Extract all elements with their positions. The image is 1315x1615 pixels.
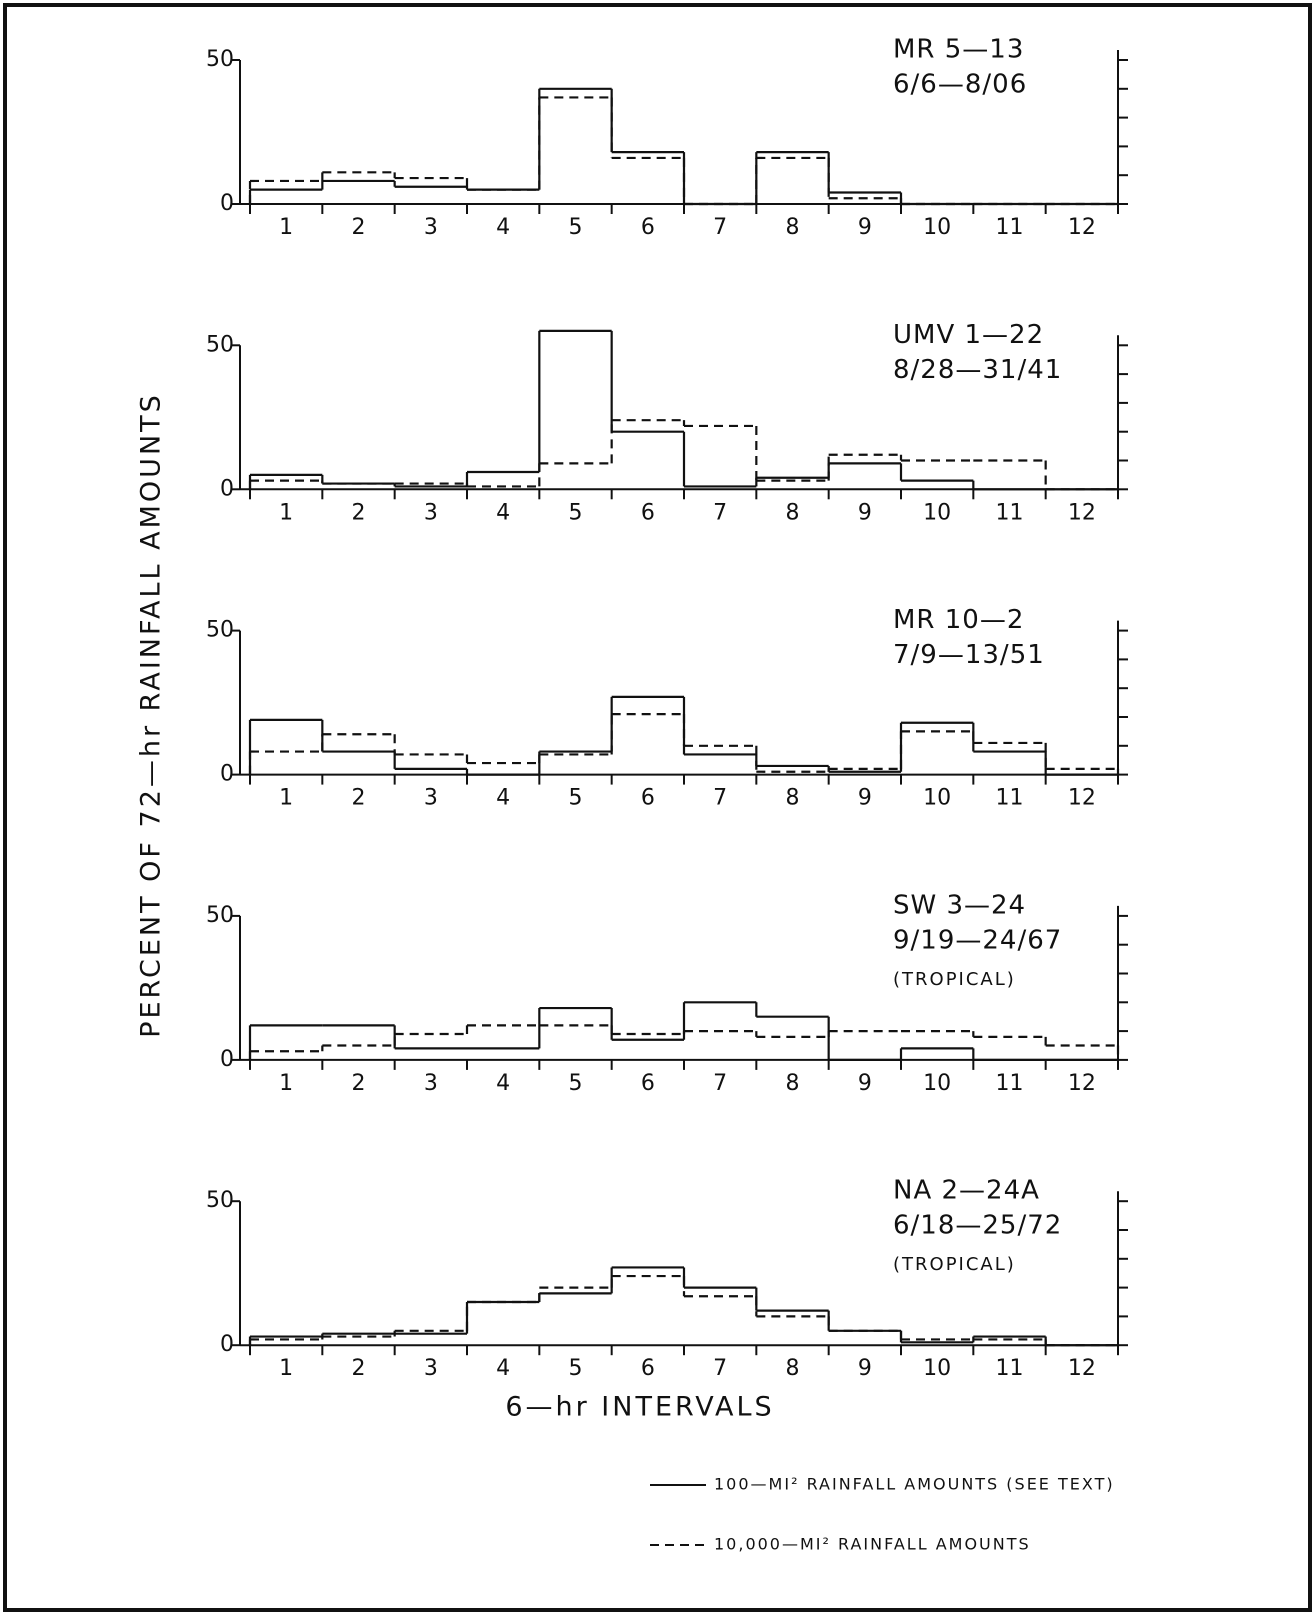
x-tick-label: 6	[641, 1071, 655, 1096]
legend-label: 10,000—MI² RAINFALL AMOUNTS	[714, 1535, 1031, 1554]
x-axis-label: 6—hr INTERVALS	[505, 1392, 774, 1423]
x-tick-label: 5	[569, 1356, 583, 1381]
x-tick-label: 9	[858, 215, 872, 240]
x-tick-label: 12	[1068, 500, 1096, 525]
x-tick-label: 11	[996, 1071, 1024, 1096]
y-tick-label: 0	[220, 1332, 234, 1357]
x-tick-label: 12	[1068, 786, 1096, 811]
y-tick-label: 50	[206, 618, 234, 643]
x-tick-label: 8	[786, 1071, 800, 1096]
x-tick-label: 6	[641, 500, 655, 525]
x-tick-label: 1	[279, 786, 293, 811]
x-tick-label: 5	[569, 1071, 583, 1096]
panel-title: MR 5—13	[893, 35, 1024, 65]
y-axis-label: PERCENT OF 72—hr RAINFALL AMOUNTS	[136, 392, 167, 1038]
x-tick-label: 6	[641, 786, 655, 811]
x-tick-label: 8	[786, 1356, 800, 1381]
x-tick-label: 8	[786, 215, 800, 240]
y-tick-label: 0	[220, 1047, 234, 1072]
panel-title: NA 2—24A	[893, 1176, 1040, 1206]
y-tick-label: 50	[206, 47, 234, 72]
x-tick-label: 10	[923, 1071, 951, 1096]
x-tick-label: 1	[279, 215, 293, 240]
panel-title: UMV 1—22	[893, 320, 1044, 350]
x-tick-label: 8	[786, 786, 800, 811]
step-connector	[248, 714, 1120, 775]
x-tick-label: 1	[279, 1356, 293, 1381]
x-tick-label: 1	[279, 500, 293, 525]
x-tick-label: 12	[1068, 215, 1096, 240]
x-tick-label: 3	[424, 1356, 438, 1381]
x-tick-label: 4	[496, 215, 510, 240]
x-tick-label: 11	[996, 786, 1024, 811]
x-tick-label: 5	[569, 215, 583, 240]
panel-title: 9/19—24/67	[893, 925, 1062, 955]
y-tick-label: 50	[206, 903, 234, 928]
step-connector	[248, 1025, 1120, 1060]
x-tick-label: 11	[996, 1356, 1024, 1381]
x-tick-label: 4	[496, 500, 510, 525]
frame	[3, 3, 1312, 1612]
x-tick-label: 11	[996, 215, 1024, 240]
x-tick-label: 6	[641, 215, 655, 240]
panel-title: 8/28—31/41	[893, 355, 1062, 385]
x-tick-label: 7	[713, 500, 727, 525]
x-tick-label: 9	[858, 786, 872, 811]
x-tick-label: 7	[713, 1071, 727, 1096]
step-connector	[248, 97, 903, 204]
x-tick-label: 3	[424, 500, 438, 525]
panel-title: SW 3—24	[893, 890, 1026, 920]
panel-note: (TROPICAL)	[893, 1254, 1016, 1275]
x-tick-label: 3	[424, 1071, 438, 1096]
y-tick-label: 0	[220, 191, 234, 216]
y-tick-label: 50	[206, 332, 234, 357]
panel-title: MR 10—2	[893, 605, 1024, 635]
x-tick-label: 8	[786, 500, 800, 525]
x-tick-label: 2	[352, 786, 366, 811]
y-tick-label: 0	[220, 762, 234, 787]
x-tick-label: 2	[352, 215, 366, 240]
x-tick-label: 2	[352, 500, 366, 525]
x-tick-label: 9	[858, 1356, 872, 1381]
step-connector	[248, 420, 1047, 490]
x-tick-label: 4	[496, 786, 510, 811]
x-tick-label: 12	[1068, 1356, 1096, 1381]
x-tick-label: 12	[1068, 1071, 1096, 1096]
x-tick-label: 2	[352, 1071, 366, 1096]
y-tick-label: 0	[220, 476, 234, 501]
panel-title: 6/6—8/06	[893, 70, 1027, 100]
x-tick-label: 7	[713, 215, 727, 240]
panel-title: 6/18—25/72	[893, 1211, 1062, 1241]
x-tick-label: 10	[923, 500, 951, 525]
x-tick-label: 5	[569, 786, 583, 811]
panel-note: (TROPICAL)	[893, 969, 1016, 990]
step-connector	[248, 88, 903, 204]
x-tick-label: 7	[713, 1356, 727, 1381]
x-tick-label: 11	[996, 500, 1024, 525]
x-tick-label: 5	[569, 500, 583, 525]
x-tick-label: 2	[352, 1356, 366, 1381]
y-tick-label: 50	[206, 1188, 234, 1213]
legend-label: 100—MI² RAINFALL AMOUNTS (SEE TEXT)	[714, 1475, 1115, 1494]
x-tick-label: 9	[858, 1071, 872, 1096]
panel-title: 7/9—13/51	[893, 640, 1045, 670]
x-tick-label: 4	[496, 1356, 510, 1381]
x-tick-label: 7	[713, 786, 727, 811]
x-tick-label: 10	[923, 215, 951, 240]
x-tick-label: 3	[424, 786, 438, 811]
x-tick-label: 4	[496, 1071, 510, 1096]
x-tick-label: 6	[641, 1356, 655, 1381]
x-tick-label: 10	[923, 1356, 951, 1381]
step-connector	[248, 1276, 1047, 1346]
x-tick-label: 9	[858, 500, 872, 525]
x-tick-label: 3	[424, 215, 438, 240]
x-tick-label: 10	[923, 786, 951, 811]
x-tick-label: 1	[279, 1071, 293, 1096]
